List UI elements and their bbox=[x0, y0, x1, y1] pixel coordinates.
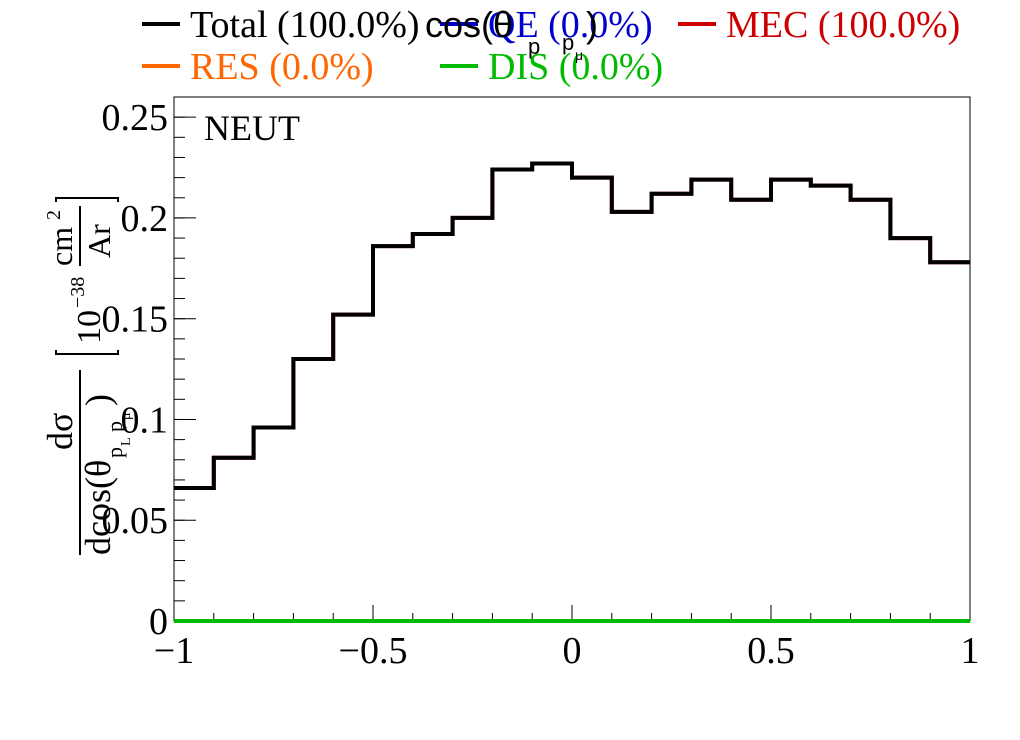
legend-entry-qe: QE (0.0%) bbox=[440, 4, 653, 46]
y-axis: 0 0.05 0.1 0.15 0.2 0.25 bbox=[102, 96, 196, 643]
chart-title-close: ) bbox=[586, 4, 598, 45]
x-axis: −1 −0.5 0 0.5 1 bbox=[154, 605, 980, 672]
generator-annotation: NEUT bbox=[204, 108, 300, 148]
y-tick-label: 0 bbox=[149, 601, 168, 643]
y-tick-label: 0.2 bbox=[121, 198, 169, 240]
series-total-histogram bbox=[174, 161, 970, 490]
legend-label-dis: DIS (0.0%) bbox=[488, 46, 663, 88]
ylabel-unit-cm: cm bbox=[43, 227, 79, 266]
y-tick-label: 0.05 bbox=[102, 500, 169, 542]
legend-label-res: RES (0.0%) bbox=[190, 46, 374, 88]
ylabel-sub-p1: p bbox=[102, 447, 127, 458]
legend-label-mec: MEC (100.0%) bbox=[726, 4, 960, 46]
legend-label-total: Total (100.0%) bbox=[190, 4, 420, 46]
y-tick-label: 0.1 bbox=[121, 399, 169, 441]
legend-entry-total: Total (100.0%) bbox=[142, 4, 420, 46]
ylabel-sub-mu: μ bbox=[119, 412, 134, 420]
ylabel-unit-base: 10 bbox=[71, 310, 108, 344]
legend-entry-dis: DIS (0.0%) bbox=[440, 46, 663, 88]
x-tick-label: 1 bbox=[961, 630, 980, 672]
legend-entry-mec: MEC (100.0%) bbox=[678, 4, 960, 46]
ylabel-bracket-left bbox=[55, 350, 119, 355]
y-tick-label: 0.15 bbox=[102, 299, 169, 341]
x-tick-label: −1 bbox=[154, 630, 194, 672]
y-axis-label: dσ dcos(θ p L p μ ) 10 −38 cm 2 Ar bbox=[40, 197, 134, 555]
chart-title-sub-a: p bbox=[528, 34, 540, 59]
legend-label-qe: QE (0.0%) bbox=[488, 4, 653, 46]
ylabel-bracket-right bbox=[55, 197, 119, 202]
chart-title-sub-b: p bbox=[562, 30, 574, 55]
ylabel-unit-den: Ar bbox=[81, 224, 117, 258]
ylabel-numerator: dσ bbox=[40, 413, 80, 450]
legend: Total (100.0%) QE (0.0%) MEC (100.0%) RE… bbox=[142, 4, 960, 88]
ylabel-close: ) bbox=[78, 394, 118, 406]
x-tick-label: −0.5 bbox=[339, 630, 408, 672]
chart-title-sub-c: μ bbox=[575, 47, 583, 63]
x-tick-label: 0.5 bbox=[747, 630, 795, 672]
ylabel-denominator: dcos(θ bbox=[78, 460, 118, 555]
legend-entry-res: RES (0.0%) bbox=[142, 46, 374, 88]
chart-title: cos(θ p p μ ) bbox=[425, 4, 598, 63]
series-mec-histogram bbox=[174, 161, 970, 490]
series-layer bbox=[174, 161, 970, 623]
ylabel-unit-cm-exp: 2 bbox=[43, 210, 65, 220]
chart-title-main: cos(θ bbox=[425, 4, 513, 45]
x-tick-label: 0 bbox=[563, 630, 582, 672]
ylabel-sub-L: L bbox=[119, 437, 134, 446]
ylabel-unit-exp: −38 bbox=[67, 277, 89, 308]
ylabel-sub-p2: p bbox=[102, 421, 127, 432]
y-tick-label: 0.25 bbox=[102, 97, 169, 139]
